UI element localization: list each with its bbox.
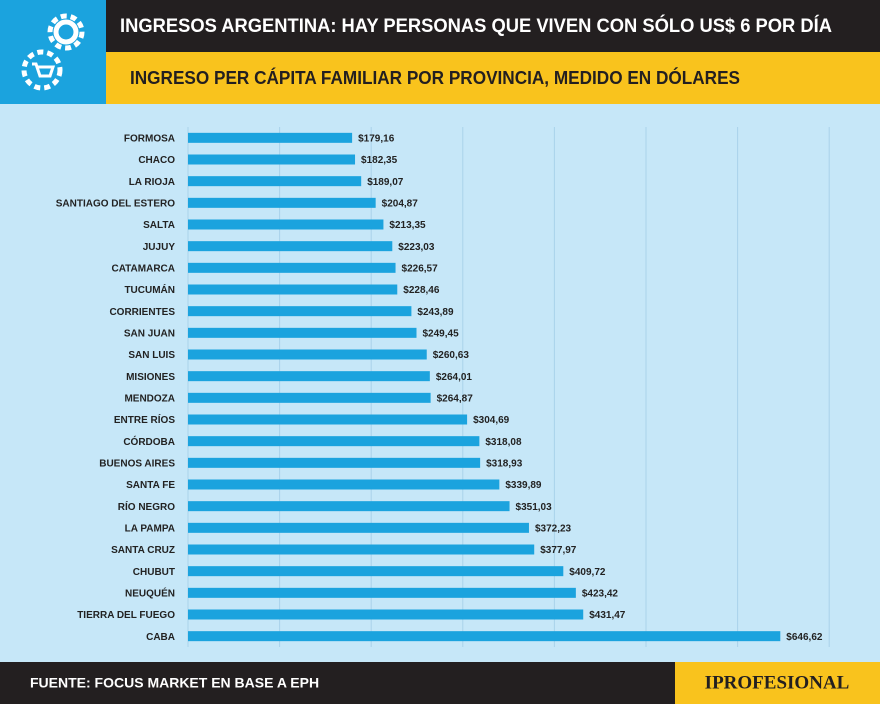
category-label: BUENOS AIRES	[99, 458, 175, 469]
value-label: $409,72	[569, 567, 606, 578]
category-label: SANTA CRUZ	[111, 545, 175, 556]
value-label: $372,23	[535, 523, 572, 534]
bar	[188, 479, 500, 490]
category-label: CHACO	[138, 155, 175, 166]
category-label: SAN LUIS	[128, 350, 175, 361]
bar	[188, 631, 781, 642]
category-label: MISIONES	[126, 372, 175, 383]
value-label: $204,87	[382, 198, 419, 209]
subtitle-bar	[0, 52, 880, 104]
bar	[188, 197, 376, 208]
category-label: SANTIAGO DEL ESTERO	[56, 198, 175, 209]
bar	[188, 154, 356, 165]
value-label: $223,03	[398, 242, 435, 253]
bar	[188, 436, 480, 447]
category-label: NEUQUÉN	[125, 586, 175, 599]
category-label: RÍO NEGRO	[118, 500, 175, 513]
category-label: TUCUMÁN	[124, 283, 175, 296]
category-label: CHUBUT	[133, 567, 175, 578]
bar	[188, 587, 576, 598]
value-label: $318,08	[485, 437, 522, 448]
category-label: CORRIENTES	[109, 307, 175, 318]
logo-box	[675, 662, 880, 704]
bar	[188, 457, 481, 468]
category-label: LA PAMPA	[125, 523, 175, 534]
bar	[188, 392, 431, 403]
value-label: $646,62	[786, 632, 823, 643]
value-label: $304,69	[473, 415, 510, 426]
category-label: LA RIOJA	[129, 177, 175, 188]
value-label: $189,07	[367, 177, 404, 188]
bar	[188, 609, 584, 620]
value-label: $243,89	[417, 307, 454, 318]
plot: FORMOSA $179,16 CHACO $182,35 LA RIOJA $189,0…	[56, 127, 830, 647]
category-label: SALTA	[143, 220, 175, 231]
category-label: SANTA FE	[126, 480, 175, 491]
value-label: $182,35	[361, 155, 398, 166]
value-label: $423,42	[582, 588, 619, 599]
bar	[188, 566, 564, 577]
value-label: $213,35	[389, 220, 426, 231]
value-label: $228,46	[403, 285, 440, 296]
bar	[188, 522, 529, 533]
value-label: $260,63	[433, 350, 470, 361]
bar	[188, 349, 427, 360]
bar	[188, 241, 393, 252]
category-label: JUJUY	[143, 242, 176, 253]
category-label: TIERRA DEL FUEGO	[77, 610, 175, 621]
value-label: $179,16	[358, 133, 395, 144]
value-label: $351,03	[516, 502, 553, 513]
value-label: $264,01	[436, 372, 473, 383]
title-bar	[0, 0, 880, 52]
chart-title: INGRESOS ARGENTINA: HAY PERSONAS QUE VIV…	[120, 15, 832, 37]
category-label: CATAMARCA	[111, 263, 175, 274]
icon-box	[0, 0, 106, 104]
value-label: $339,89	[505, 480, 542, 491]
category-label: MENDOZA	[124, 393, 175, 404]
bar	[188, 176, 362, 187]
category-label: ENTRE RÍOS	[114, 413, 175, 426]
value-label: $226,57	[402, 263, 439, 274]
value-label: $431,47	[589, 610, 626, 621]
bar	[188, 327, 417, 338]
bar	[188, 132, 353, 143]
category-label: CÓRDOBA	[123, 435, 175, 448]
value-label: $318,93	[486, 458, 523, 469]
bar	[188, 544, 535, 555]
value-label: $264,87	[437, 393, 474, 404]
icon	[21, 13, 85, 91]
logo: IPROFESIONAL	[705, 672, 850, 693]
category-label: FORMOSA	[124, 133, 175, 144]
bar	[188, 414, 468, 425]
bar	[188, 371, 430, 382]
source: FUENTE: FOCUS MARKET EN BASE A EPH	[30, 675, 319, 691]
bar	[188, 306, 412, 317]
bar	[188, 501, 510, 512]
chart-subtitle: INGRESO PER CÁPITA FAMILIAR POR PROVINCI…	[130, 67, 740, 88]
value-label: $249,45	[422, 328, 459, 339]
bar	[188, 262, 396, 273]
category-label: SAN JUAN	[124, 328, 175, 339]
bar	[188, 219, 384, 230]
bar	[188, 284, 398, 295]
category-label: CABA	[146, 632, 175, 643]
value-label: $377,97	[540, 545, 577, 556]
